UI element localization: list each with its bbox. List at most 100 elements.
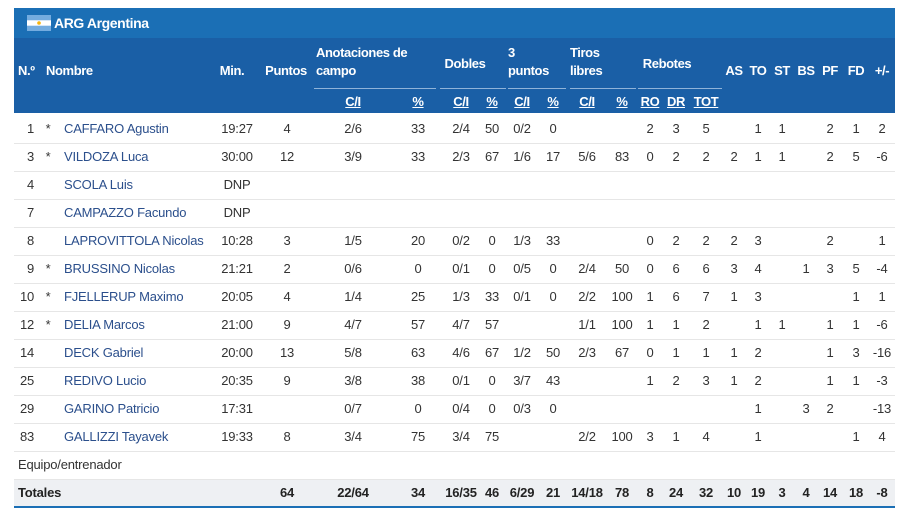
cell: 33	[545, 233, 561, 248]
row-divider	[14, 367, 895, 396]
rule	[638, 88, 722, 89]
cell: 1	[852, 121, 860, 136]
cell: 2	[672, 373, 680, 388]
rule	[508, 88, 566, 89]
cell: DNP	[223, 177, 251, 192]
cell: 5	[852, 149, 860, 164]
total-cell: -8	[876, 485, 888, 500]
cell: *	[45, 149, 51, 164]
cell: 19:27	[221, 121, 253, 136]
cell: 12	[19, 317, 34, 332]
cell: 9	[26, 261, 34, 276]
cell: 1	[730, 373, 738, 388]
cell: 1	[672, 429, 680, 444]
cell: 2/2	[578, 429, 596, 444]
player-name: FJELLERUP Maximo	[64, 289, 184, 304]
cell: 2	[702, 149, 710, 164]
cell: 2	[826, 121, 834, 136]
cell: 9	[283, 373, 291, 388]
column-header: AS	[725, 63, 743, 78]
cell: 1	[778, 317, 786, 332]
total-cell: 34	[410, 485, 426, 500]
cell: 100	[611, 429, 633, 444]
total-cell: 18	[848, 485, 864, 500]
cell: 57	[484, 317, 500, 332]
cell: 3	[26, 149, 34, 164]
cell: 4	[702, 429, 710, 444]
cell: 0	[646, 233, 654, 248]
total-cell: 10	[726, 485, 742, 500]
column-header: FD	[847, 63, 865, 78]
cell: 3/7	[513, 373, 531, 388]
column-header: BS	[797, 63, 815, 78]
column-subheader: TOT	[693, 94, 719, 109]
cell: 4	[26, 177, 34, 192]
cell: 3	[702, 373, 710, 388]
cell: 83	[614, 149, 630, 164]
cell: 1	[852, 289, 860, 304]
cell: 10:28	[221, 233, 253, 248]
cell: 1	[672, 345, 680, 360]
cell: 0	[549, 401, 557, 416]
player-name: SCOLA Luis	[64, 177, 133, 192]
cell: 3	[672, 121, 680, 136]
cell: 17	[545, 149, 561, 164]
column-header: Dobles	[444, 56, 486, 71]
cell: 3/4	[344, 429, 362, 444]
cell: 1/4	[344, 289, 362, 304]
cell: 8	[283, 429, 291, 444]
cell: 1	[852, 317, 860, 332]
cell: 4/7	[344, 317, 362, 332]
cell: 50	[545, 345, 561, 360]
cell: 0	[488, 261, 496, 276]
cell: 6	[672, 261, 680, 276]
total-cell: 19	[750, 485, 766, 500]
total-cell: 14/18	[571, 485, 603, 500]
player-name: DECK Gabriel	[64, 345, 144, 360]
total-cell: 46	[484, 485, 500, 500]
cell: 2	[672, 233, 680, 248]
column-subheader: C/I	[514, 94, 530, 109]
cell: 20:05	[221, 289, 253, 304]
cell: 4	[754, 261, 762, 276]
cell: 1/3	[513, 233, 531, 248]
cell: 100	[611, 317, 633, 332]
row-divider	[14, 171, 895, 200]
cell: 1	[702, 345, 710, 360]
column-header: PF	[822, 63, 838, 78]
player-name: DELIA Marcos	[64, 317, 145, 332]
cell: 3/9	[344, 149, 362, 164]
cell: 1	[754, 401, 762, 416]
cell: 2/2	[578, 289, 596, 304]
column-header: +/-	[874, 63, 890, 78]
cell: 50	[614, 261, 630, 276]
cell: 0	[488, 373, 496, 388]
team-row-label: Equipo/entrenador	[18, 457, 122, 472]
cell: 2/3	[452, 149, 470, 164]
cell: 2	[754, 373, 762, 388]
cell: 0/1	[452, 261, 470, 276]
cell: 25	[410, 289, 426, 304]
total-cell: 6/29	[509, 485, 535, 500]
cell: 1	[778, 121, 786, 136]
cell: 0/2	[452, 233, 470, 248]
cell: 7	[702, 289, 710, 304]
cell: 33	[484, 289, 500, 304]
cell: 3	[754, 233, 762, 248]
cell: 3	[730, 261, 738, 276]
player-name: VILDOZA Luca	[64, 149, 149, 164]
cell: 0/6	[344, 261, 362, 276]
player-name: GARINO Patricio	[64, 401, 160, 416]
cell: 5	[702, 121, 710, 136]
cell: 43	[545, 373, 561, 388]
cell: 57	[410, 317, 426, 332]
row-divider	[14, 199, 895, 228]
cell: 0	[414, 401, 422, 416]
cell: 3	[754, 289, 762, 304]
cell: 2	[730, 149, 738, 164]
cell: 14	[19, 345, 34, 360]
cell: 9	[283, 317, 291, 332]
row-divider	[14, 339, 895, 368]
column-subheader: DR	[667, 94, 685, 109]
cell: 3	[283, 233, 291, 248]
